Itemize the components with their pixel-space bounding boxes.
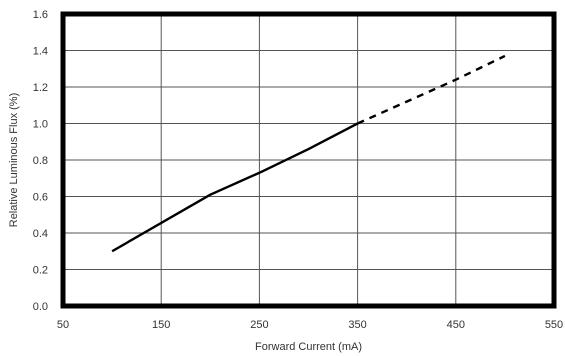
y-tick-label: 1.4 (33, 46, 48, 58)
x-tick-labels: 50 150 250 350 450 550 (57, 319, 563, 331)
y-tick-label: 0.2 (33, 265, 48, 277)
x-tick-label: 50 (57, 319, 69, 331)
y-tick-label: 0.4 (33, 228, 48, 240)
y-tick-label: 0.8 (33, 155, 48, 167)
x-tick-label: 250 (250, 319, 268, 331)
x-tick-label: 350 (348, 319, 366, 331)
x-axis-label: Forward Current (mA) (255, 341, 362, 353)
plot-frame (60, 11, 557, 309)
series-group (111, 54, 506, 253)
y-tick-label: 1.6 (33, 9, 48, 21)
x-tick-label: 450 (447, 319, 465, 331)
x-tick-label: 150 (152, 319, 170, 331)
y-tick-label: 0.6 (33, 192, 48, 204)
y-tick-labels: 0.0 0.2 0.4 0.6 0.8 1.0 1.2 1.4 1.6 (33, 9, 48, 313)
series-line-solid (111, 122, 359, 253)
series-line-dashed (357, 54, 506, 125)
grid (62, 13, 555, 307)
y-tick-label: 1.2 (33, 82, 48, 94)
x-tick-label: 550 (545, 319, 563, 331)
y-tick-label: 1.0 (33, 119, 48, 131)
y-axis-label: Relative Luminous Flux (%) (8, 93, 20, 228)
y-tick-label: 0.0 (33, 301, 48, 313)
